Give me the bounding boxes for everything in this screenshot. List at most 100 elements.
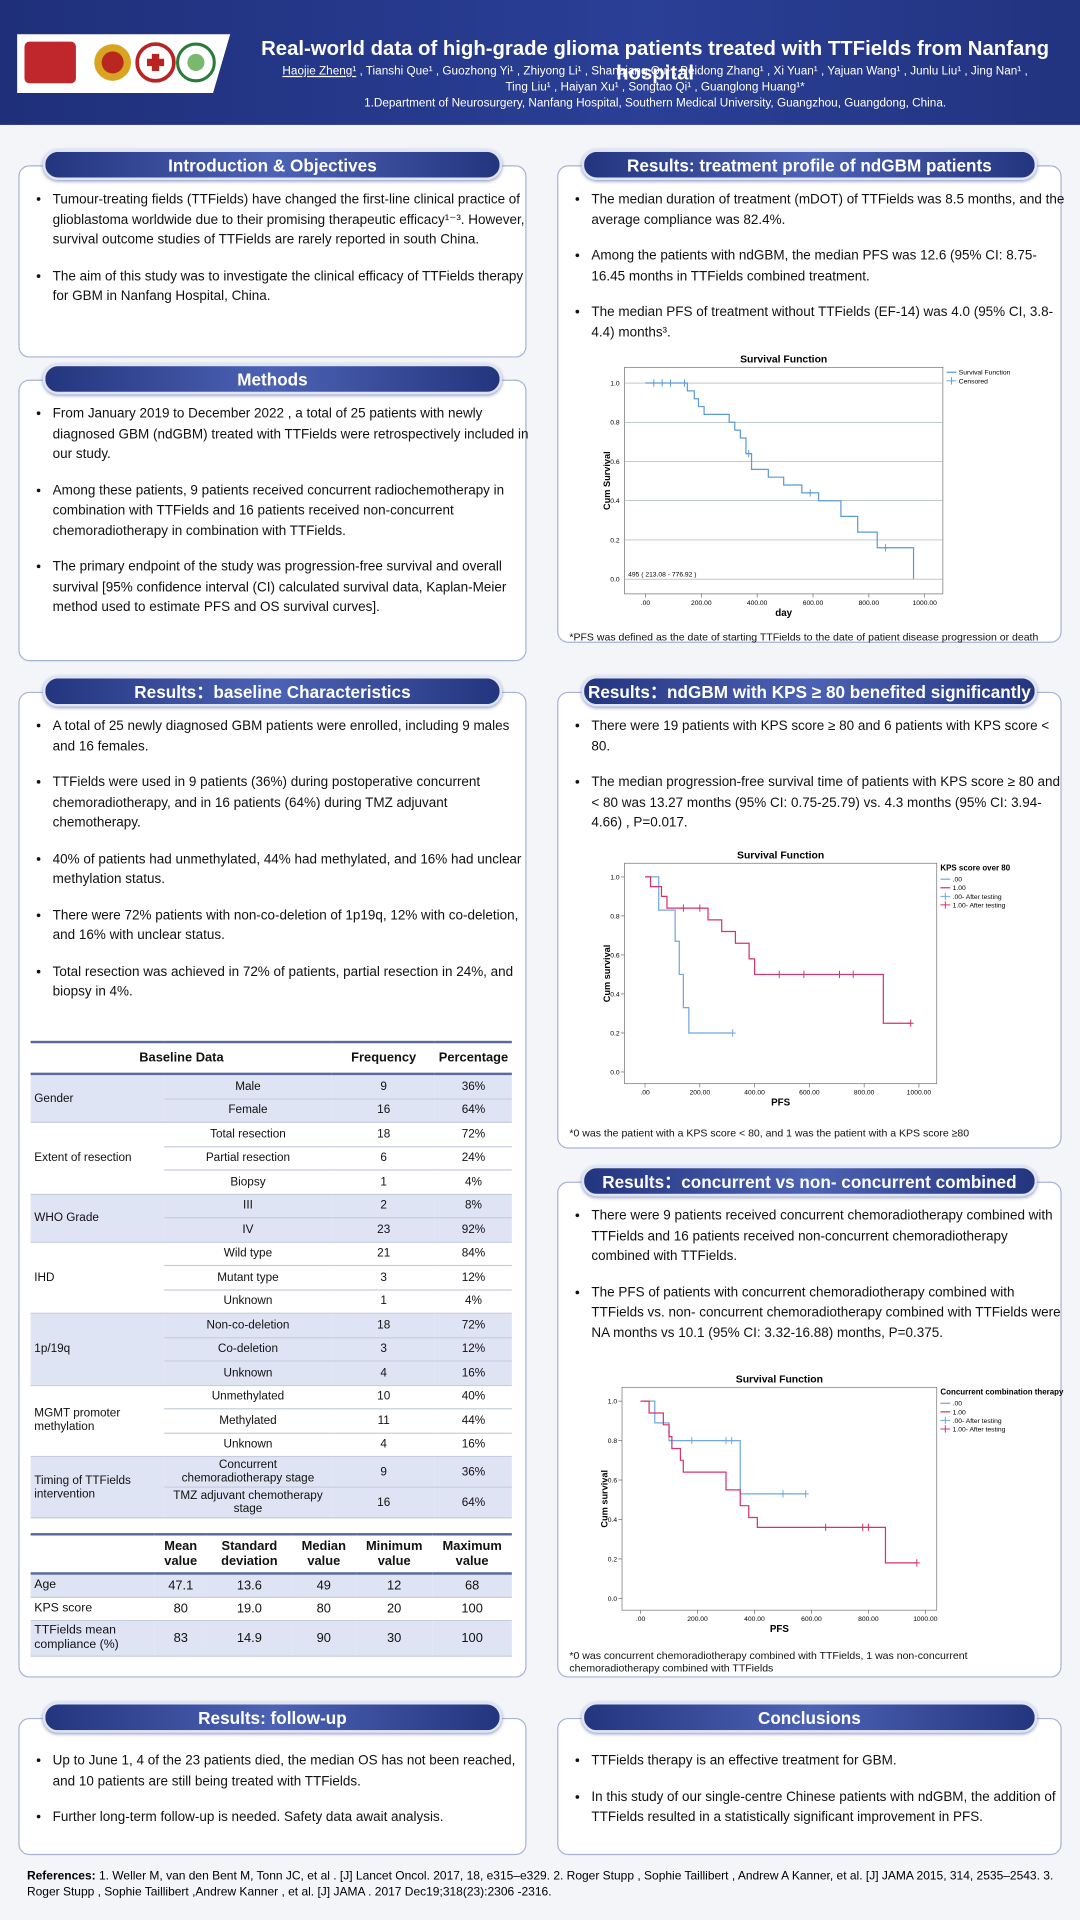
column-header: Median value xyxy=(291,1533,356,1575)
table-cell: 92% xyxy=(435,1217,512,1243)
bullet-list: There were 19 patients with KPS score ≥ … xyxy=(562,716,1069,849)
bullet: Total resection was achieved in 72% of p… xyxy=(53,962,534,1002)
table-cell: Mutant type xyxy=(163,1265,333,1290)
table-row: Mutant type 3 12% xyxy=(31,1265,512,1290)
section-box xyxy=(18,1717,527,1856)
bullet: A total of 25 newly diagnosed GBM patien… xyxy=(53,716,534,756)
table-cell: 9 xyxy=(332,1073,436,1099)
table-cell: Total resection xyxy=(163,1122,333,1147)
table-cell: Co-deletion xyxy=(163,1337,333,1362)
bullet: TTFields therapy is an effective treatme… xyxy=(591,1751,1069,1771)
table-row: Biopsy 1 4% xyxy=(31,1170,512,1195)
table-row: Co-deletion 3 12% xyxy=(31,1337,512,1362)
group-label: Gender xyxy=(30,1073,164,1123)
table-row: Unknown 4 16% xyxy=(31,1432,512,1458)
row-label: Age xyxy=(30,1573,155,1598)
bullet: The aim of this study was to investigate… xyxy=(53,266,534,306)
table-row: Timing of TTFields intervention Concurren… xyxy=(30,1456,512,1519)
row-label: TTFields mean compliance (%) xyxy=(30,1620,155,1657)
section-box xyxy=(557,1717,1062,1856)
table-cell: Unknown xyxy=(163,1361,333,1386)
table-cell: 44% xyxy=(435,1408,512,1434)
table-cell: 12% xyxy=(435,1265,512,1290)
table-cell: 100 xyxy=(432,1597,512,1622)
table-cell: 16% xyxy=(435,1432,512,1458)
table-row: KPS score 80 19.0 80 20 100 xyxy=(30,1597,512,1622)
bullet: The median PFS of treatment without TTFi… xyxy=(591,302,1069,342)
logos xyxy=(17,34,231,94)
table-cell: III xyxy=(163,1193,333,1219)
table-cell: 72% xyxy=(435,1122,512,1147)
header-row: Baseline Data Frequency Percentage xyxy=(30,1040,512,1076)
table-cell: Unknown xyxy=(163,1432,333,1458)
table-row: IV 23 92% xyxy=(31,1217,512,1243)
table-row: Methylated 11 44% xyxy=(31,1408,512,1434)
bullet: There were 19 patients with KPS score ≥ … xyxy=(591,716,1069,756)
table-cell: 24% xyxy=(435,1146,512,1171)
column-header: Mean value xyxy=(154,1533,208,1575)
table-cell: 80 xyxy=(291,1597,356,1622)
column-header: Frequency xyxy=(332,1040,436,1076)
table-cell: 4% xyxy=(435,1289,512,1314)
references-text: 1. Weller M, van den Bent M, Tonn JC, et… xyxy=(26,1869,1054,1900)
section-box xyxy=(18,165,527,358)
affiliation: 1.Department of Neurosurgery, Nanfang Ho… xyxy=(364,96,947,111)
bullet: TTFields were used in 9 patients (36%) d… xyxy=(53,773,534,834)
bullet-list: The median duration of treatment (mDOT) … xyxy=(562,190,1069,359)
references: References: 1. Weller M, van den Bent M,… xyxy=(27,1869,1068,1901)
column-header: Percentage xyxy=(435,1040,512,1076)
bullet-list: Up to June 1, 4 of the 23 patients died,… xyxy=(23,1751,534,1843)
table-cell: 80 xyxy=(154,1597,208,1622)
column-header: Minimum value xyxy=(355,1533,433,1575)
table-cell: 47.1 xyxy=(154,1573,208,1598)
table-cell: 64% xyxy=(435,1487,512,1519)
bullet-list: A total of 25 newly diagnosed GBM patien… xyxy=(23,716,534,1018)
table-row: TMZ adjuvant chemotherapy stage 16 64% xyxy=(31,1487,512,1519)
group-label: 1p/19q xyxy=(30,1313,164,1386)
table-cell: 84% xyxy=(435,1241,512,1267)
table-row: 1p/19q Non-co-deletion 18 72% xyxy=(30,1313,512,1386)
table-cell: 16% xyxy=(435,1361,512,1386)
table-cell: 3 xyxy=(332,1265,436,1290)
title: Real-world data of high-grade glioma pat… xyxy=(261,36,1050,85)
table-cell: 11 xyxy=(332,1408,436,1434)
table-cell: IV xyxy=(163,1217,333,1243)
table-cell: Female xyxy=(163,1098,333,1123)
bullet: The median duration of treatment (mDOT) … xyxy=(591,190,1069,230)
table-cell: Methylated xyxy=(163,1408,333,1434)
section-heading: Results: treatment profile of ndGBM pati… xyxy=(581,149,1038,181)
table-cell: Unmethylated xyxy=(163,1384,333,1410)
bullet-list: Tumour-treating fields (TTFields) have c… xyxy=(23,190,534,323)
bullet: From January 2019 to December 2022 , a t… xyxy=(53,404,534,465)
bullet: Further long-term follow-up is needed. S… xyxy=(53,1807,534,1827)
section-heading: Results：concurrent vs non- concurrent co… xyxy=(581,1165,1038,1197)
table-cell: Unknown xyxy=(163,1289,333,1314)
bullet: Among these patients, 9 patients receive… xyxy=(53,481,534,542)
column-header xyxy=(30,1533,155,1575)
table-row: Extent of resection Total resection 18 72% xyxy=(30,1122,512,1195)
section-heading: Introduction & Objectives xyxy=(42,149,503,181)
table-row: Partial resection 6 24% xyxy=(31,1146,512,1171)
bullet: In this study of our single-centre Chine… xyxy=(591,1787,1069,1827)
table-cell: 16 xyxy=(332,1098,436,1123)
bullet: There were 72% patients with non-co-dele… xyxy=(53,906,534,946)
references-label: References: xyxy=(26,1869,96,1884)
table-cell: 68 xyxy=(432,1573,512,1598)
table-cell: 1 xyxy=(332,1170,436,1195)
bullet: Up to June 1, 4 of the 23 patients died,… xyxy=(53,1751,534,1791)
table-cell: 64% xyxy=(435,1098,512,1123)
table-cell: 12% xyxy=(435,1337,512,1362)
table-row: Age 47.1 13.6 49 12 68 xyxy=(30,1573,512,1598)
group-label: IHD xyxy=(30,1241,164,1314)
footnote: *0 was the patient with a KPS score < 80… xyxy=(569,1126,970,1139)
table-row: IHD Wild type 21 84% xyxy=(30,1241,512,1314)
table-cell: 10 xyxy=(332,1384,436,1410)
table-cell: 6 xyxy=(332,1146,436,1171)
table-row: Gender Male 9 36% xyxy=(30,1073,512,1123)
table-cell: 16 xyxy=(332,1487,436,1519)
table-cell: Male xyxy=(163,1073,333,1099)
footnote: *0 was concurrent chemoradiotherapy comb… xyxy=(569,1649,968,1674)
table-cell: 2 xyxy=(332,1193,436,1219)
table-row: Unknown 1 4% xyxy=(31,1289,512,1314)
